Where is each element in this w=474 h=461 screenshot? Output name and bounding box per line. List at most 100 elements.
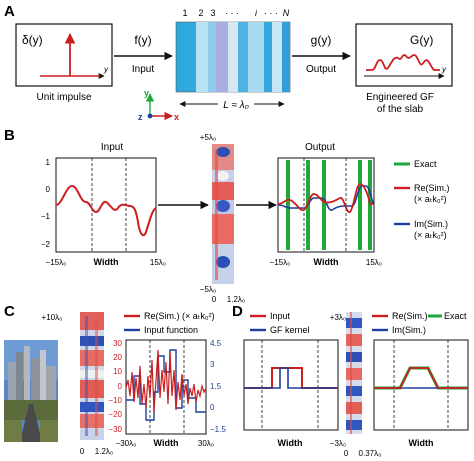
panel-b-label: B xyxy=(4,127,15,144)
b-input-title: Input xyxy=(101,142,123,153)
panel-a-label: A xyxy=(4,3,15,20)
c-ytick-r-0: 0 xyxy=(210,403,215,412)
c-ytick-l-10: 10 xyxy=(113,367,122,376)
b-output-title: Output xyxy=(305,142,335,153)
c-ytick-r-15: 1.5 xyxy=(210,382,222,391)
b-output-re xyxy=(277,183,374,213)
city-photo xyxy=(4,340,58,442)
c-x-left: −30λ₀ xyxy=(116,439,137,448)
impulse-box xyxy=(15,23,113,87)
b-input-plot-frame xyxy=(55,157,157,253)
b-legend-re-line1: Re(Sim.) xyxy=(414,183,450,193)
output-func: g(y) xyxy=(311,33,332,47)
c-field-x1: 1.2λ₀ xyxy=(95,447,113,456)
d-x-label-1: Width xyxy=(278,438,303,448)
gf-box xyxy=(355,23,453,87)
b-legend-im-line2: (× aₜk₀²) xyxy=(414,230,447,240)
d-plot2-frame xyxy=(373,339,469,431)
b-ytick-m2: −2 xyxy=(41,240,51,249)
b-field-bottom: −5λ₀ xyxy=(200,285,216,294)
d-legend-gf: GF kernel xyxy=(270,325,310,335)
c-field-x0: 0 xyxy=(80,447,85,456)
d-legend-input: Input xyxy=(270,311,291,321)
b-x-left: −15λ₀ xyxy=(46,258,67,267)
c-ytick-l-0: 0 xyxy=(118,382,123,391)
d-field-x0: 0 xyxy=(344,449,349,458)
d-field-map xyxy=(346,312,362,434)
c-x-label: Width xyxy=(154,438,179,448)
output-label: Output xyxy=(306,64,336,75)
gf-axis-label: y xyxy=(441,65,447,74)
d-legend-im: Im(Sim.) xyxy=(392,325,426,335)
b-legend-exact: Exact xyxy=(414,159,437,169)
axes-icon: y z x xyxy=(138,88,179,122)
b-ytick-1: 1 xyxy=(46,158,51,167)
impulse-axis-label: y xyxy=(103,65,109,74)
c-re-sim xyxy=(125,349,207,413)
b-legend-im-line1: Im(Sim.) xyxy=(414,219,448,229)
slab xyxy=(175,21,291,93)
d-x-label-2: Width xyxy=(409,438,434,448)
slab-number-dots-2: · · · xyxy=(264,8,278,18)
c-ytick-l-m30: −30 xyxy=(108,425,122,434)
panel-c-label: C xyxy=(4,303,15,320)
b-output-exact xyxy=(286,160,372,250)
panel-d-label: D xyxy=(232,303,243,320)
panel-c: C +10λ₀ xyxy=(4,303,226,456)
b-x-right: 15λ₀ xyxy=(150,258,166,267)
d-legend-exact: Exact xyxy=(444,311,467,321)
d-field-bottom: −3λ₀ xyxy=(330,439,346,448)
c-input-function xyxy=(126,349,206,421)
d-field-x1: 0.37λ₀ xyxy=(359,449,382,458)
d-plot1-frame xyxy=(243,339,339,431)
b-input-curve xyxy=(55,184,157,237)
input-func: f(y) xyxy=(134,33,151,47)
slab-number-3: 3 xyxy=(210,8,215,18)
b-ytick-m1: −1 xyxy=(41,212,51,221)
c-ytick-r-45: 4.5 xyxy=(210,339,222,348)
c-field-top: +10λ₀ xyxy=(42,313,63,322)
axis-y-label: y xyxy=(144,88,149,98)
gf-title: G(y) xyxy=(410,33,433,47)
axis-x-label: x xyxy=(174,112,179,122)
length-label: L ≈ λ₀ xyxy=(223,100,249,111)
b-field-top: +5λ₀ xyxy=(200,133,216,142)
c-legend-re: Re(Sim.) (× aₜk₀²) xyxy=(144,311,215,321)
c-ytick-l-30: 30 xyxy=(113,339,122,348)
gf-caption-line1: Engineered GF xyxy=(366,92,434,103)
b-legend-re-line2: (× aₜk₀²) xyxy=(414,194,447,204)
c-legend-in: Input function xyxy=(144,325,198,335)
c-ytick-r-3: 3 xyxy=(210,360,215,369)
b-ytick-0: 0 xyxy=(46,185,51,194)
slab-number-N: N xyxy=(283,8,290,18)
c-ytick-r-m15: −1.5 xyxy=(210,425,226,434)
c-ytick-l-m10: −10 xyxy=(108,396,122,405)
slab-number-dots-1: · · · xyxy=(225,8,239,18)
panel-a: A δ(y) y Unit impulse f(y) Input 1 2 3 · xyxy=(4,3,453,122)
b-x-label: Width xyxy=(94,257,119,267)
d-input-rect xyxy=(244,367,338,389)
impulse-title: δ(y) xyxy=(22,33,43,47)
b-out-x-right: 15λ₀ xyxy=(366,258,382,267)
gf-curve xyxy=(366,54,440,71)
d-re-curve xyxy=(374,367,468,389)
d-gf-kernel xyxy=(244,367,338,389)
length-label-bg xyxy=(218,96,254,110)
d-legend-re: Re(Sim.) xyxy=(392,311,428,321)
slab-number-i: i xyxy=(255,8,258,18)
d-field-top: +3λ₀ xyxy=(330,313,346,322)
input-label: Input xyxy=(132,64,154,75)
b-out-x-label: Width xyxy=(314,257,339,267)
c-field-map xyxy=(80,312,104,440)
slab-number-1: 1 xyxy=(182,8,187,18)
gf-caption-line2: of the slab xyxy=(377,104,424,115)
impulse-caption: Unit impulse xyxy=(36,92,91,103)
c-ytick-l-20: 20 xyxy=(113,353,122,362)
b-field-map xyxy=(212,144,234,284)
b-field-x1: 1.2λ₀ xyxy=(227,295,245,304)
b-field-x0: 0 xyxy=(212,295,217,304)
c-x-right: 30λ₀ xyxy=(198,439,214,448)
panel-b: B Input 1 0 −1 −2 −15λ₀ Width 15λ₀ +5λ₀ xyxy=(4,127,450,304)
panel-d: D Input GF kernel Width +3λ₀ −3λ₀ 0 0.37… xyxy=(232,303,469,458)
